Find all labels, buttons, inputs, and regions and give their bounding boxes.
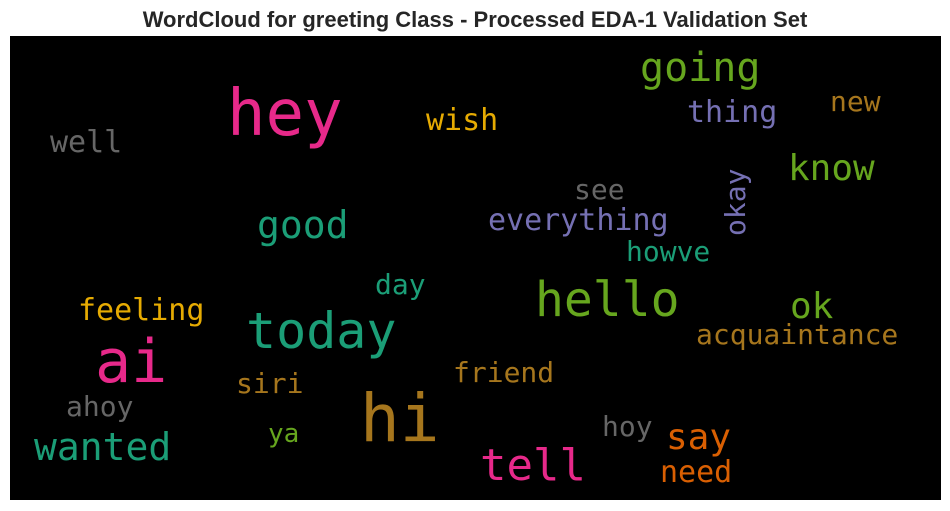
word-good: good (257, 203, 349, 247)
word-okay: okay (719, 168, 752, 236)
chart-title: WordCloud for greeting Class - Processed… (142, 7, 808, 32)
word-going: going (640, 45, 761, 91)
word-say: say (666, 417, 732, 458)
word-hoy: hoy (602, 410, 653, 443)
word-well: well (50, 125, 123, 160)
word-cloud-panel: hey ai tell hi friend siri new acquaintance hell… (10, 36, 941, 500)
word-today: today (246, 302, 397, 360)
word-everything: everything (488, 203, 669, 238)
word-acquaintance: acquaintance (696, 318, 899, 351)
word-friend: friend (453, 356, 555, 389)
word-thing: thing (687, 95, 778, 130)
word-ai: ai (95, 327, 168, 397)
word-need: need (660, 455, 733, 490)
word-ok: ok (790, 286, 834, 327)
word-new: new (830, 85, 881, 118)
word-wish: wish (426, 103, 499, 138)
word-ya: ya (268, 419, 300, 449)
word-hi: hi (360, 380, 440, 457)
word-hey: hey (227, 77, 343, 151)
word-ahoy: ahoy (66, 390, 134, 423)
word-see: see (574, 173, 625, 206)
word-day: day (375, 268, 426, 301)
word-siri: siri (236, 367, 304, 400)
word-wanted: wanted (34, 425, 172, 469)
word-howve: howve (626, 235, 711, 268)
word-tell: tell (480, 440, 586, 491)
word-feeling: feeling (78, 293, 205, 328)
word-know: know (788, 148, 875, 189)
word-hello: hello (535, 272, 680, 328)
